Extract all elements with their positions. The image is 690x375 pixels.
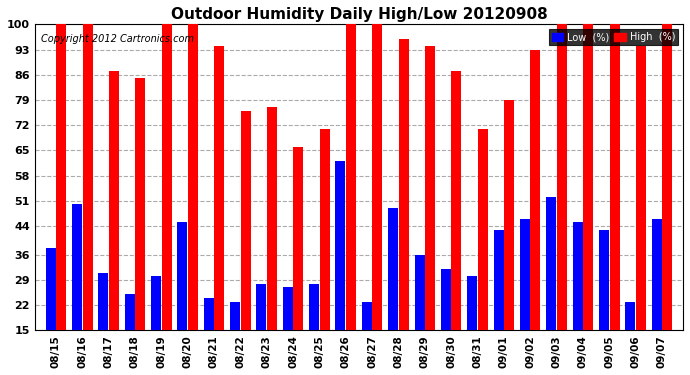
Bar [83, 24, 92, 375]
Bar [56, 24, 66, 375]
Bar [319, 129, 330, 375]
Bar [399, 39, 408, 375]
Bar [46, 248, 56, 375]
Text: Copyright 2012 Cartronics.com: Copyright 2012 Cartronics.com [41, 34, 195, 44]
Legend: Low  (%), High  (%): Low (%), High (%) [549, 29, 678, 45]
Bar [477, 129, 488, 375]
Bar [241, 111, 250, 375]
Bar [125, 294, 135, 375]
Bar [636, 46, 646, 375]
Bar [257, 284, 266, 375]
Bar [362, 302, 372, 375]
Title: Outdoor Humidity Daily High/Low 20120908: Outdoor Humidity Daily High/Low 20120908 [170, 7, 547, 22]
Bar [135, 78, 145, 375]
Bar [467, 276, 477, 375]
Bar [425, 46, 435, 375]
Bar [573, 222, 582, 375]
Bar [504, 100, 514, 375]
Bar [188, 24, 198, 375]
Bar [451, 71, 462, 375]
Bar [161, 24, 172, 375]
Bar [441, 269, 451, 375]
Bar [98, 273, 108, 375]
Bar [373, 24, 382, 375]
Bar [493, 230, 504, 375]
Bar [415, 255, 424, 375]
Bar [346, 24, 356, 375]
Bar [557, 24, 567, 375]
Bar [283, 287, 293, 375]
Bar [293, 147, 304, 375]
Bar [388, 208, 398, 375]
Bar [151, 276, 161, 375]
Bar [531, 50, 540, 375]
Bar [215, 46, 224, 375]
Bar [599, 230, 609, 375]
Bar [546, 197, 556, 375]
Bar [204, 298, 214, 375]
Bar [609, 24, 620, 375]
Bar [651, 219, 662, 375]
Bar [309, 284, 319, 375]
Bar [520, 219, 530, 375]
Bar [662, 24, 672, 375]
Bar [72, 204, 82, 375]
Bar [583, 24, 593, 375]
Bar [267, 107, 277, 375]
Bar [230, 302, 240, 375]
Bar [625, 302, 635, 375]
Bar [335, 161, 346, 375]
Bar [109, 71, 119, 375]
Bar [177, 222, 188, 375]
